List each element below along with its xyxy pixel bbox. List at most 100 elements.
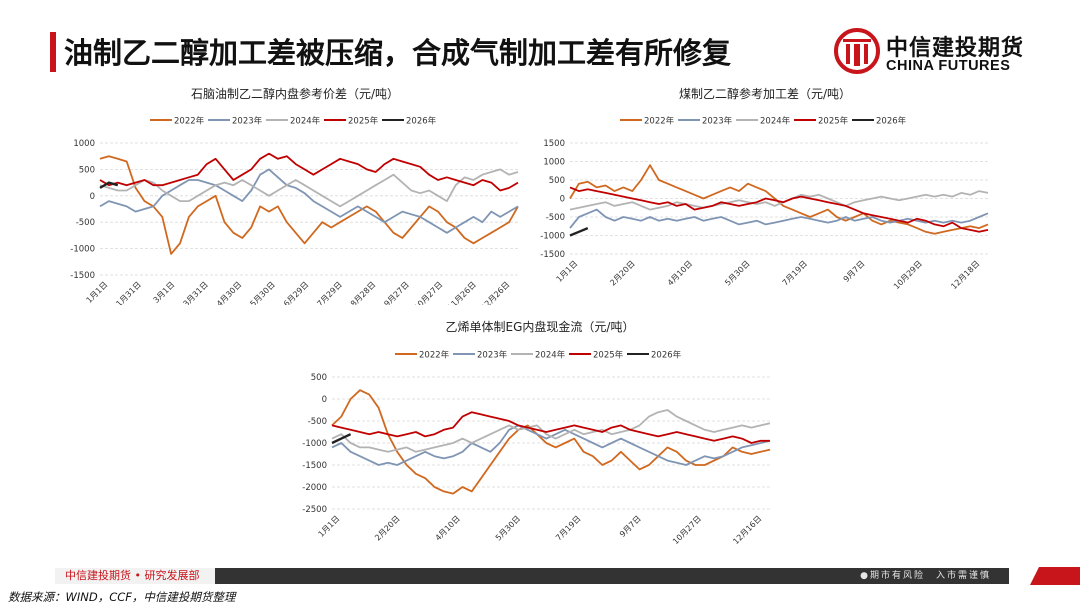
legend-label: 2025年 bbox=[348, 116, 379, 127]
legend-label: 2024年 bbox=[535, 350, 566, 361]
x-tick-label: 7月29日 bbox=[315, 280, 343, 305]
x-tick-label: 1月1日 bbox=[317, 514, 342, 539]
chart-coal-spread: 煤制乙二醇参考加工差（元/吨） 2022年 2023年 2024年 2025年 2026年… bbox=[530, 80, 1000, 305]
legend-item: 2026年 bbox=[852, 116, 907, 127]
y-tick-label: 500 bbox=[79, 165, 95, 175]
y-tick-label: 0 bbox=[560, 195, 565, 205]
legend-label: 2024年 bbox=[290, 116, 321, 127]
x-tick-label: 4月30日 bbox=[215, 280, 243, 305]
legend-label: 2026年 bbox=[406, 116, 437, 127]
chart-title: 煤制乙二醇参考加工差（元/吨） bbox=[679, 86, 851, 101]
x-tick-label: 2月20日 bbox=[373, 514, 401, 542]
y-tick-label: 500 bbox=[549, 176, 565, 186]
x-tick-label: 6月29日 bbox=[282, 280, 310, 305]
x-tick-label: 1月1日 bbox=[85, 280, 110, 305]
series-line bbox=[569, 164, 989, 235]
x-tick-label: 9月7日 bbox=[618, 514, 643, 539]
series-line bbox=[99, 155, 519, 255]
x-tick-label: 5月30日 bbox=[248, 280, 276, 305]
legend-label: 2026年 bbox=[876, 116, 907, 127]
series-line bbox=[331, 409, 771, 453]
legend-item: 2025年 bbox=[569, 350, 624, 361]
x-tick-label: 8月28日 bbox=[349, 280, 377, 305]
legend-item: 2022年 bbox=[620, 116, 675, 127]
footer-accent bbox=[1030, 567, 1080, 585]
page-title: 油制乙二醇加工差被压缩，合成气制加工差有所修复 bbox=[64, 36, 732, 70]
x-tick-label: 4月10日 bbox=[434, 514, 462, 542]
x-tick-label: 2月20日 bbox=[608, 259, 636, 287]
legend-label: 2022年 bbox=[174, 116, 205, 127]
legend-label: 2025年 bbox=[593, 350, 624, 361]
series-line bbox=[99, 181, 119, 189]
chart-title: 乙烯单体制EG内盘现金流（元/吨） bbox=[446, 319, 635, 334]
y-tick-label: -1500 bbox=[70, 271, 95, 281]
y-tick-label: -500 bbox=[308, 417, 327, 427]
company-logo: 中信建投期货 CHINA FUTURES bbox=[834, 28, 1044, 78]
x-tick-label: 10月27日 bbox=[412, 280, 444, 305]
series-line bbox=[569, 186, 989, 233]
chart-naphtha-spread-svg: 石脑油制乙二醇内盘参考价差（元/吨） 2022年 2023年 2024年 2025年 20… bbox=[70, 86, 519, 305]
y-tick-label: -1000 bbox=[302, 439, 327, 449]
x-tick-label: 3月31日 bbox=[181, 280, 209, 305]
y-tick-label: -1000 bbox=[70, 245, 95, 255]
y-tick-label: 1000 bbox=[543, 158, 565, 168]
legend-item: 2022年 bbox=[395, 350, 450, 361]
y-tick-label: -1000 bbox=[540, 232, 565, 242]
logo-chinese-name: 中信建投期货 bbox=[886, 36, 1025, 61]
x-tick-label: 5月30日 bbox=[723, 259, 751, 287]
series-line bbox=[99, 168, 519, 208]
footer-department: 中信建投期货 • 研究发展部 bbox=[55, 568, 215, 584]
x-tick-label: 5月30日 bbox=[494, 514, 522, 542]
legend-label: 2022年 bbox=[644, 116, 675, 127]
legend-item: 2023年 bbox=[678, 116, 733, 127]
x-tick-label: 3月1日 bbox=[152, 280, 177, 305]
x-tick-label: 12月16日 bbox=[731, 514, 763, 546]
legend-label: 2023年 bbox=[232, 116, 263, 127]
x-tick-label: 9月7日 bbox=[842, 259, 867, 284]
series-line bbox=[99, 152, 519, 192]
x-tick-label: 12月26日 bbox=[479, 280, 511, 305]
legend-label: 2024年 bbox=[760, 116, 791, 127]
y-tick-label: -2500 bbox=[302, 505, 327, 515]
series-line bbox=[569, 190, 989, 211]
x-tick-label: 1月1日 bbox=[555, 259, 580, 284]
y-tick-label: -2000 bbox=[302, 483, 327, 493]
legend-item: 2024年 bbox=[511, 350, 566, 361]
x-tick-label: 12月18日 bbox=[949, 259, 981, 291]
legend-item: 2026年 bbox=[627, 350, 682, 361]
y-tick-label: 500 bbox=[311, 373, 327, 383]
data-source: 数据来源：WIND，CCF，中信建投期货整理 bbox=[8, 590, 236, 604]
series-line bbox=[331, 389, 771, 495]
chart-title: 石脑油制乙二醇内盘参考价差（元/吨） bbox=[191, 86, 399, 101]
legend-label: 2023年 bbox=[702, 116, 733, 127]
y-tick-label: 1500 bbox=[543, 139, 565, 149]
footer-bar: 中信建投期货 • 研究发展部 ●期市有风险 入市需谨慎 bbox=[55, 568, 1009, 584]
legend-label: 2022年 bbox=[419, 350, 450, 361]
x-tick-label: 1月31日 bbox=[114, 280, 142, 305]
series-line bbox=[331, 433, 352, 445]
legend-item: 2024年 bbox=[266, 116, 321, 127]
x-tick-label: 7月19日 bbox=[554, 514, 582, 542]
chart-coal-spread-svg: 煤制乙二醇参考加工差（元/吨） 2022年 2023年 2024年 2025年 2026年… bbox=[540, 86, 989, 291]
legend-item: 2024年 bbox=[736, 116, 791, 127]
legend-item: 2026年 bbox=[382, 116, 437, 127]
legend-label: 2026年 bbox=[651, 350, 682, 361]
y-tick-label: -500 bbox=[76, 218, 95, 228]
legend-label: 2023年 bbox=[477, 350, 508, 361]
legend-item: 2025年 bbox=[324, 116, 379, 127]
legend-item: 2022年 bbox=[150, 116, 205, 127]
chart-ethylene-cashflow-svg: 乙烯单体制EG内盘现金流（元/吨） 2022年 2023年 2024年 2025年 202… bbox=[302, 319, 771, 546]
legend-item: 2025年 bbox=[794, 116, 849, 127]
y-tick-label: 0 bbox=[90, 192, 95, 202]
y-tick-label: -1500 bbox=[302, 461, 327, 471]
legend-label: 2025年 bbox=[818, 116, 849, 127]
y-tick-label: 1000 bbox=[73, 139, 95, 149]
x-tick-label: 10月29日 bbox=[892, 259, 924, 291]
y-tick-label: 0 bbox=[322, 395, 327, 405]
chart-naphtha-spread: 石脑油制乙二醇内盘参考价差（元/吨） 2022年 2023年 2024年 2025年 20… bbox=[60, 80, 530, 305]
x-tick-label: 7月19日 bbox=[781, 259, 809, 287]
x-tick-label: 4月10日 bbox=[666, 259, 694, 287]
footer-risk-warning: ●期市有风险 入市需谨慎 bbox=[860, 571, 991, 581]
series-line bbox=[569, 226, 589, 237]
logo-english-name: CHINA FUTURES bbox=[886, 58, 1011, 74]
